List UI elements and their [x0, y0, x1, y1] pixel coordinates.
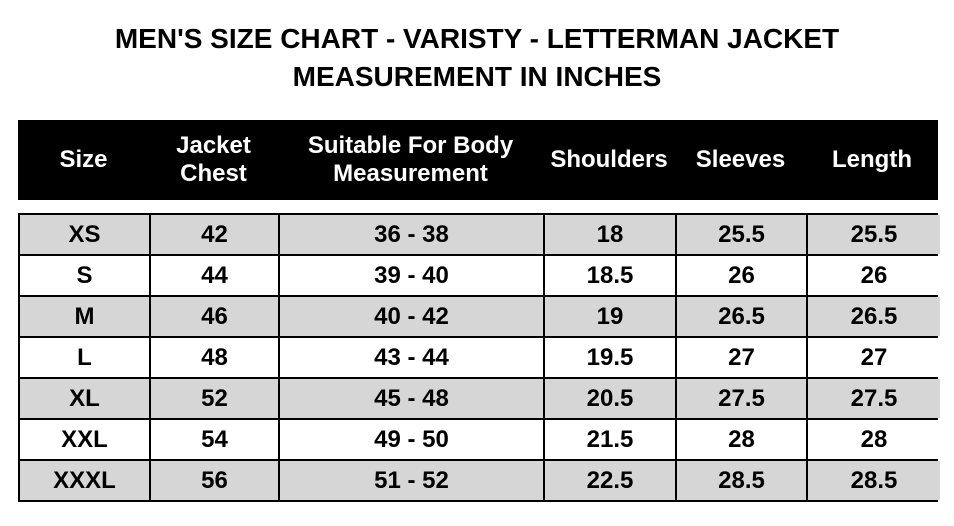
shoulders-cell: 22.5 [545, 461, 677, 500]
body-measurement-cell: 36 - 38 [280, 215, 545, 254]
jacket-chest-cell: 48 [151, 338, 280, 377]
body-measurement-cell: 43 - 44 [280, 338, 545, 377]
jacket-chest-cell: 52 [151, 379, 280, 418]
shoulders-cell: 19.5 [545, 338, 677, 377]
shoulders-cell: 20.5 [545, 379, 677, 418]
body-measurement-cell: 40 - 42 [280, 297, 545, 336]
shoulders-cell: 18 [545, 215, 677, 254]
column-header-sleeves: Sleeves [695, 146, 786, 173]
table-row-xxxl: XXXL 56 51 - 52 22.5 28.5 28.5 [20, 461, 940, 500]
column-header-length: Length [832, 146, 912, 173]
column-header-jacket-chest: Jacket Chest [176, 132, 251, 187]
length-cell: 28.5 [808, 461, 940, 500]
table-body: XS 42 36 - 38 18 25.5 25.5 S 44 39 - 40 … [18, 213, 940, 502]
size-cell: XXL [20, 420, 151, 459]
body-measurement-cell: 49 - 50 [280, 420, 545, 459]
shoulders-cell: 19 [545, 297, 677, 336]
length-cell: 27 [808, 338, 940, 377]
size-cell: XL [20, 379, 151, 418]
body-measurement-cell: 39 - 40 [280, 256, 545, 295]
table-row-xl: XL 52 45 - 48 20.5 27.5 27.5 [20, 379, 940, 420]
table-row-s: S 44 39 - 40 18.5 26 26 [20, 256, 940, 297]
length-cell: 26.5 [808, 297, 940, 336]
column-header-shoulders: Shoulders [550, 146, 668, 173]
size-cell: XXXL [20, 461, 151, 500]
table-row-l: L 48 43 - 44 19.5 27 27 [20, 338, 940, 379]
sleeves-cell: 25.5 [677, 215, 808, 254]
jacket-chest-cell: 54 [151, 420, 280, 459]
sleeves-cell: 26.5 [677, 297, 808, 336]
body-measurement-cell: 45 - 48 [280, 379, 545, 418]
table-header-row: Size Jacket Chest Suitable For Body Meas… [18, 120, 938, 200]
sleeves-cell: 28.5 [677, 461, 808, 500]
sleeves-cell: 27.5 [677, 379, 808, 418]
sleeves-cell: 27 [677, 338, 808, 377]
page-title: MEN'S SIZE CHART - VARISTY - LETTERMAN J… [0, 0, 954, 96]
page-title-line1: MEN'S SIZE CHART - VARISTY - LETTERMAN J… [114, 23, 840, 54]
column-header-size: Size [59, 146, 108, 173]
length-cell: 27.5 [808, 379, 940, 418]
size-cell: XS [20, 215, 151, 254]
size-cell: S [20, 256, 151, 295]
size-cell: L [20, 338, 151, 377]
length-cell: 28 [808, 420, 940, 459]
sleeves-cell: 28 [677, 420, 808, 459]
sleeves-cell: 26 [677, 256, 808, 295]
size-chart-table: Size Jacket Chest Suitable For Body Meas… [18, 120, 940, 502]
jacket-chest-cell: 42 [151, 215, 280, 254]
table-row-m: M 46 40 - 42 19 26.5 26.5 [20, 297, 940, 338]
jacket-chest-cell: 56 [151, 461, 280, 500]
shoulders-cell: 21.5 [545, 420, 677, 459]
body-measurement-cell: 51 - 52 [280, 461, 545, 500]
jacket-chest-cell: 44 [151, 256, 280, 295]
length-cell: 25.5 [808, 215, 940, 254]
table-row-xs: XS 42 36 - 38 18 25.5 25.5 [20, 215, 940, 256]
jacket-chest-cell: 46 [151, 297, 280, 336]
shoulders-cell: 18.5 [545, 256, 677, 295]
column-header-body-measurement: Suitable For Body Measurement [307, 132, 514, 187]
length-cell: 26 [808, 256, 940, 295]
page-title-line2: MEASUREMENT IN INCHES [292, 61, 662, 92]
table-row-xxl: XXL 54 49 - 50 21.5 28 28 [20, 420, 940, 461]
size-cell: M [20, 297, 151, 336]
